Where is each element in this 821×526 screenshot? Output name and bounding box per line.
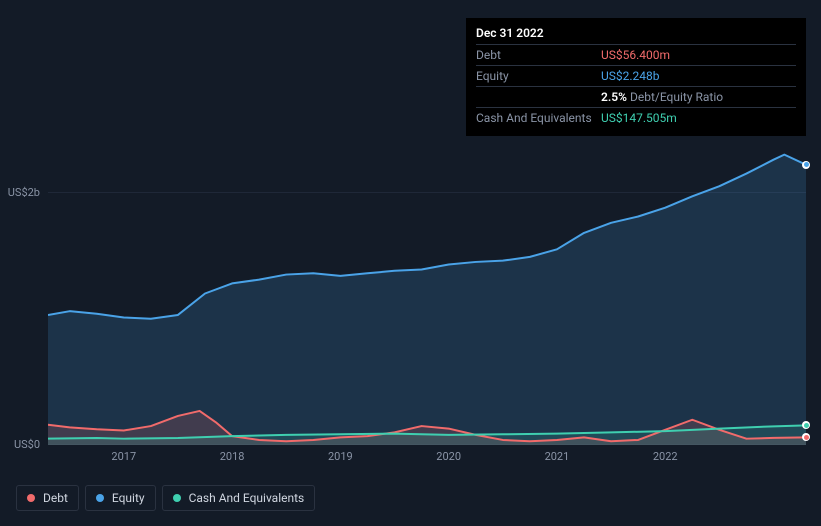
legend-label: Cash And Equivalents (189, 491, 305, 505)
chart-plot-area[interactable] (48, 142, 806, 445)
y-axis-label: US$2b (0, 186, 40, 199)
x-axis-label: 2017 (111, 450, 136, 463)
tooltip-row: 2.5%Debt/Equity Ratio (476, 87, 796, 108)
y-axis-label: US$0 (0, 438, 40, 451)
x-axis-label: 2020 (436, 450, 461, 463)
tooltip-row-value: 2.5%Debt/Equity Ratio (601, 90, 796, 104)
legend-label: Equity (112, 491, 145, 505)
tooltip-row-label (476, 90, 601, 104)
series-end-marker (802, 421, 810, 429)
tooltip-row-label: Debt (476, 48, 601, 62)
x-axis-label: 2022 (653, 450, 678, 463)
legend-item[interactable]: Cash And Equivalents (162, 485, 316, 511)
x-axis-label: 2021 (545, 450, 570, 463)
x-axis-label: 2018 (220, 450, 245, 463)
x-axis-labels: 2017 2018 2019 2020 2021 2022 (48, 450, 806, 466)
series-end-marker (802, 433, 810, 441)
legend-dot-icon (27, 494, 35, 502)
legend-item[interactable]: Debt (16, 485, 79, 511)
series-end-marker (802, 161, 810, 169)
tooltip-row-value: US$2.248b (601, 69, 796, 83)
legend-label: Debt (43, 491, 68, 505)
tooltip-row: DebtUS$56.400m (476, 45, 796, 66)
tooltip-row: EquityUS$2.248b (476, 66, 796, 87)
tooltip-row-value: US$56.400m (601, 48, 796, 62)
tooltip-row-label: Equity (476, 69, 601, 83)
legend-item[interactable]: Equity (85, 485, 156, 511)
chart-legend: Debt Equity Cash And Equivalents (16, 485, 315, 511)
legend-dot-icon (96, 494, 104, 502)
tooltip-date: Dec 31 2022 (476, 24, 796, 45)
chart-tooltip: Dec 31 2022 DebtUS$56.400mEquityUS$2.248… (466, 18, 806, 136)
x-axis-label: 2019 (328, 450, 353, 463)
debt-equity-chart: US$0US$2b 201720182019202020212022 (16, 120, 806, 470)
legend-dot-icon (173, 494, 181, 502)
